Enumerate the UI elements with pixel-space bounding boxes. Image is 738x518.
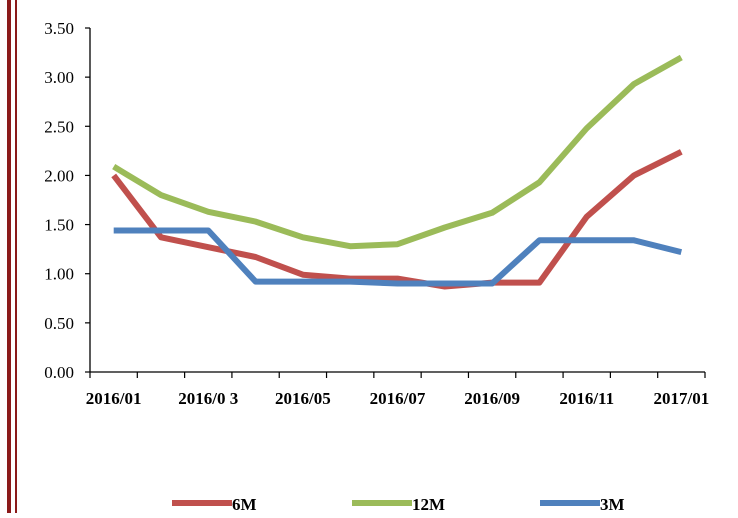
y-tick-label: 2.00 — [44, 166, 74, 185]
y-tick-label: 3.50 — [44, 19, 74, 38]
x-tick-label: 2016/09 — [464, 389, 520, 408]
x-tick-label: 2017/01 — [653, 389, 709, 408]
series-line-12M — [112, 54, 683, 250]
axes — [85, 27, 706, 378]
y-tick-label: 1.00 — [44, 265, 74, 284]
y-axis-labels: 0.00 0.50 1.00 1.50 2.00 2.50 3.00 3.50 — [44, 19, 74, 382]
left-border-bar — [7, 0, 11, 513]
x-tick-label: 2016/0 3 — [178, 389, 238, 408]
y-tick-label: 0.00 — [44, 363, 74, 382]
y-tick-label: 3.00 — [44, 68, 74, 87]
x-tick-label: 2016/07 — [370, 389, 426, 408]
legend-label-6M: 6M — [232, 495, 257, 513]
y-tick-label: 2.50 — [44, 117, 74, 136]
x-tick-label: 2016/05 — [275, 389, 331, 408]
series-line-3M — [113, 227, 683, 287]
legend-label-12M: 12M — [412, 495, 445, 513]
series-lines — [111, 54, 683, 290]
left-border-line — [15, 0, 17, 513]
y-tick-label: 0.50 — [44, 314, 74, 333]
legend: 6M 12M 3M — [172, 495, 625, 514]
legend-label-3M: 3M — [600, 495, 625, 513]
x-axis-labels: 2016/01 2016/0 3 2016/05 2016/07 2016/09 2016… — [86, 389, 709, 408]
series-line-6M — [111, 149, 683, 290]
y-tick-label: 1.50 — [44, 216, 74, 235]
x-tick-label: 2016/01 — [86, 389, 142, 408]
x-tick-label: 2016/11 — [559, 389, 614, 408]
